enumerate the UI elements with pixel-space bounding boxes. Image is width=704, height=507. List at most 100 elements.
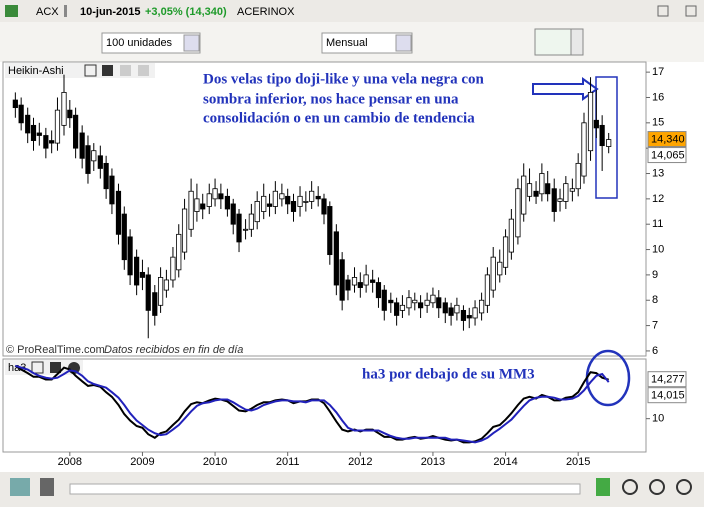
panel-header (5, 63, 155, 78)
candle-body (406, 297, 412, 309)
y-tick-label: 16 (652, 91, 664, 103)
dropdown-arrow[interactable] (183, 34, 200, 52)
candle-body (279, 193, 285, 200)
candle-body (412, 299, 418, 304)
candle-body (266, 203, 273, 207)
candle-body (206, 193, 212, 207)
candle-body (381, 289, 387, 311)
candle-body (290, 200, 297, 212)
chart-type-button[interactable] (534, 28, 572, 56)
candle-body (127, 236, 133, 276)
chart-type-arrow[interactable] (570, 28, 584, 56)
source: © ProRealTime.com (6, 344, 105, 356)
candle-body (454, 304, 460, 314)
x-tick-label: 2011 (276, 456, 300, 468)
candle-body (508, 218, 514, 253)
panel-icon[interactable] (120, 65, 131, 76)
candle-body (254, 200, 260, 223)
panel-title: Heikin-Ashi (8, 65, 64, 77)
candle-body (466, 315, 472, 319)
price-panel (2, 61, 647, 357)
symbol[interactable]: ACX (36, 6, 59, 18)
candle-body (545, 183, 551, 195)
candle-body (121, 213, 127, 261)
candle-body (526, 183, 533, 197)
y-tick-label: 10 (652, 243, 664, 255)
candle-body (157, 277, 164, 306)
tool-icon[interactable] (10, 478, 30, 496)
candle-body (25, 114, 31, 134)
candle-body (36, 132, 42, 136)
candle-body (170, 256, 176, 281)
candle-body (599, 124, 605, 147)
period-dropdown[interactable] (321, 32, 413, 54)
scrollbar[interactable] (69, 483, 581, 495)
close-button[interactable] (685, 5, 697, 17)
period: Mensual (326, 37, 368, 49)
x-tick-label: 2009 (130, 456, 154, 468)
tool-icon[interactable] (40, 478, 54, 496)
candle-body (436, 297, 442, 309)
indicator-line (15, 364, 610, 444)
candle-body (370, 279, 376, 283)
candle-body (73, 114, 79, 149)
candle-body (363, 274, 369, 286)
candle-body (484, 274, 491, 306)
change: +3,05% (14,340) (145, 6, 227, 18)
candle-body (109, 175, 115, 205)
panel-icon[interactable] (84, 64, 97, 77)
last-open-box (647, 147, 687, 164)
tool-icon[interactable] (596, 478, 610, 496)
y-tick-label: 6 (652, 345, 658, 357)
zoom-in[interactable] (676, 479, 692, 495)
zoom-fit[interactable] (622, 479, 638, 495)
y-tick-label: 11 (652, 218, 663, 230)
panel-icon[interactable] (50, 362, 61, 373)
candle-body (261, 195, 267, 212)
candle-body (218, 193, 224, 200)
indicator-panel (2, 358, 647, 453)
last-close-box (647, 131, 687, 148)
candle-body (272, 190, 278, 207)
candle-body (321, 198, 327, 215)
candle-body (181, 208, 188, 253)
last-open-label: 14,065 (651, 149, 685, 161)
last-value-label: 14,277 (651, 374, 685, 386)
panel-icon[interactable] (102, 65, 113, 76)
x-tick-label: 2010 (203, 456, 227, 468)
last-value-box (647, 387, 687, 404)
y-tick-label: 12 (652, 193, 664, 205)
candle-body (43, 135, 49, 149)
candle-body (357, 282, 363, 288)
dropdown-arrow[interactable] (395, 34, 412, 52)
candle-body (188, 190, 194, 230)
candle-body (200, 203, 206, 210)
candle-body (539, 173, 545, 195)
candle-body (315, 195, 321, 200)
last-value-label: 14,015 (651, 390, 685, 402)
candle-body (145, 274, 151, 311)
candle-body (424, 299, 430, 306)
candle-body (399, 304, 406, 311)
candle-body (533, 190, 539, 197)
candle-body (339, 259, 345, 301)
candle-body (297, 195, 303, 207)
minimize-button[interactable] (657, 5, 669, 17)
zoom-out[interactable] (649, 479, 665, 495)
last-close-label: 14,340 (651, 133, 685, 145)
y-tick-label: 7 (652, 319, 658, 331)
candle-body (176, 233, 182, 271)
title-bar (0, 0, 704, 22)
candle-body (224, 195, 231, 210)
panel-icon[interactable] (138, 65, 149, 76)
candle-body (30, 124, 37, 141)
panel-icon[interactable] (31, 361, 44, 374)
candle-body (97, 155, 103, 169)
candle-body (285, 195, 291, 205)
annotation-line: consolidación o en un cambio de tendenci… (203, 110, 475, 126)
candle-body (497, 261, 503, 276)
units-dropdown[interactable] (101, 32, 201, 54)
source-note: Datos recibidos en fin de día (104, 344, 243, 356)
candle-body (115, 190, 122, 235)
